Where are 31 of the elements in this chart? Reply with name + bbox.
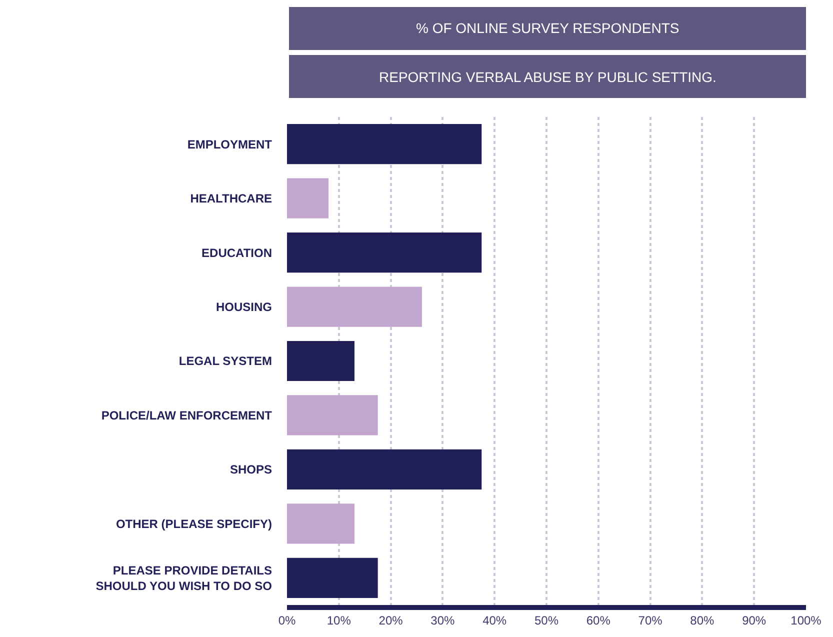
- bar: [287, 340, 354, 382]
- x-tick-label: 90%: [742, 613, 766, 628]
- y-tick-label: HOUSING: [216, 300, 272, 314]
- bar: [287, 558, 378, 598]
- chart-subtitle: REPORTING VERBAL ABUSE BY PUBLIC SETTING.: [379, 69, 716, 85]
- y-tick-label: EDUCATION: [202, 246, 272, 260]
- chart-title: % OF ONLINE SURVEY RESPONDENTS: [416, 20, 680, 36]
- y-tick-label: SHOPS: [230, 462, 272, 477]
- x-tick-label: 50%: [534, 613, 559, 628]
- x-tick-label: 20%: [378, 613, 404, 628]
- y-tick-label: HEALTHCARE: [190, 192, 272, 206]
- x-tick-label: 80%: [690, 613, 715, 628]
- x-tick-label: 70%: [638, 613, 663, 628]
- bar: [287, 124, 482, 164]
- y-tick-label: PLEASE PROVIDE DETAILS SHOULD YOU WISH TO DO SO: [96, 563, 272, 593]
- x-tick-label: 40%: [482, 613, 507, 628]
- y-tick-label: OTHER (PLEASE SPECIFY): [116, 516, 272, 531]
- bar: [287, 232, 482, 273]
- x-tick-label: 60%: [586, 613, 611, 628]
- x-tick-label: 10%: [326, 613, 352, 628]
- bar: [287, 178, 329, 218]
- bar: [287, 449, 482, 490]
- y-tick-label: POLICE/LAW ENFORCEMENT: [101, 408, 273, 422]
- x-tick-label: 0%: [278, 613, 296, 628]
- bar: [287, 504, 354, 544]
- x-tick-label: 30%: [430, 613, 456, 628]
- y-tick-label: EMPLOYMENT: [187, 137, 273, 152]
- bar: [287, 395, 378, 436]
- x-tick-label: 100%: [790, 613, 822, 628]
- y-tick-label: LEGAL SYSTEM: [178, 354, 272, 368]
- bar: [287, 286, 422, 327]
